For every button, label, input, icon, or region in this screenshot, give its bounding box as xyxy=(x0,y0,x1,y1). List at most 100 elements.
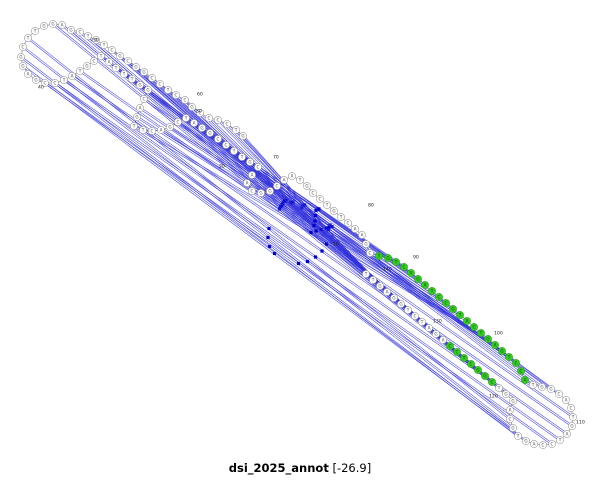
nucleotide-circle[interactable] xyxy=(196,109,204,117)
nucleotide-circle[interactable] xyxy=(32,76,40,84)
nucleotide-circle[interactable] xyxy=(136,104,144,112)
nucleotide-circle[interactable] xyxy=(397,300,405,308)
nucleotide-circle[interactable] xyxy=(530,440,538,448)
nucleotide-circle[interactable] xyxy=(230,147,238,155)
nucleotide-circle[interactable] xyxy=(296,176,304,184)
nucleotide-node[interactable]: C xyxy=(148,127,156,135)
nucleotide-circle[interactable] xyxy=(188,103,196,111)
nucleotide-circle-highlighted[interactable] xyxy=(498,347,506,355)
nucleotide-circle[interactable] xyxy=(509,397,517,405)
nucleotide-node[interactable]: G xyxy=(481,372,489,380)
nucleotide-circle[interactable] xyxy=(164,86,172,94)
nucleotide-node[interactable]: G xyxy=(188,103,196,111)
nucleotide-node[interactable]: G xyxy=(522,437,530,445)
nucleotide-node[interactable]: C xyxy=(124,57,132,65)
nucleotide-circle[interactable] xyxy=(569,413,577,421)
nucleotide-node[interactable]: C xyxy=(411,312,419,320)
nucleotide-circle[interactable] xyxy=(376,282,384,290)
nucleotide-node[interactable]: T xyxy=(230,147,238,155)
nucleotide-node[interactable]: G xyxy=(32,76,40,84)
nucleotide-circle[interactable] xyxy=(124,57,132,65)
nucleotide-node[interactable]: C xyxy=(344,219,352,227)
nucleotide-node[interactable]: T xyxy=(128,75,136,83)
nucleotide-circle[interactable] xyxy=(539,441,547,449)
nucleotide-node[interactable]: T xyxy=(120,70,128,78)
nucleotide-node[interactable]: T xyxy=(556,436,564,444)
nucleotide-circle[interactable] xyxy=(76,28,84,36)
nucleotide-node[interactable]: G xyxy=(136,81,144,89)
nucleotide-circle[interactable] xyxy=(83,62,91,70)
nucleotide-circle[interactable] xyxy=(133,113,141,121)
nucleotide-node[interactable]: G xyxy=(509,424,517,432)
nucleotide-circle[interactable] xyxy=(148,127,156,135)
nucleotide-circle[interactable] xyxy=(248,171,256,179)
nucleotide-node[interactable]: C xyxy=(181,96,189,104)
nucleotide-node[interactable]: T xyxy=(375,252,383,260)
nucleotide-node[interactable]: A xyxy=(421,281,429,289)
nucleotide-node[interactable]: G xyxy=(198,124,206,132)
nucleotide-circle-highlighted[interactable] xyxy=(517,367,525,375)
nucleotide-node[interactable]: C xyxy=(254,163,262,171)
nucleotide-circle[interactable] xyxy=(351,225,359,233)
nucleotide-circle[interactable] xyxy=(390,294,398,302)
nucleotide-circle-highlighted[interactable] xyxy=(467,360,475,368)
nucleotide-circle[interactable] xyxy=(548,440,556,448)
nucleotide-circle[interactable] xyxy=(68,72,76,80)
nucleotide-circle-highlighted[interactable] xyxy=(400,263,408,271)
nucleotide-node[interactable]: G xyxy=(330,207,338,215)
nucleotide-node[interactable]: G xyxy=(132,63,140,71)
nucleotide-circle[interactable] xyxy=(432,330,440,338)
nucleotide-circle[interactable] xyxy=(280,176,288,184)
nucleotide-circle[interactable] xyxy=(425,324,433,332)
nucleotide-node[interactable]: C xyxy=(156,80,164,88)
nucleotide-node[interactable]: G xyxy=(484,335,492,343)
nucleotide-node[interactable]: G xyxy=(397,300,405,308)
nucleotide-circle[interactable] xyxy=(411,312,419,320)
nucleotide-node[interactable]: C xyxy=(205,114,213,122)
nucleotide-circle[interactable] xyxy=(90,57,98,65)
nucleotide-circle-highlighted[interactable] xyxy=(421,281,429,289)
nucleotide-circle[interactable] xyxy=(157,126,165,134)
nucleotide-circle[interactable] xyxy=(132,63,140,71)
nucleotide-circle-highlighted[interactable] xyxy=(384,254,392,262)
nucleotide-node[interactable]: A xyxy=(58,21,66,29)
nucleotide-circle[interactable] xyxy=(266,187,274,195)
nucleotide-node[interactable]: A xyxy=(243,179,251,187)
nucleotide-node[interactable]: C xyxy=(435,293,443,301)
nucleotide-circle[interactable] xyxy=(506,415,514,423)
nucleotide-circle[interactable] xyxy=(502,390,510,398)
nucleotide-circle[interactable] xyxy=(246,158,254,166)
nucleotide-circle[interactable] xyxy=(206,129,214,137)
nucleotide-circle[interactable] xyxy=(257,189,265,197)
nucleotide-node[interactable]: G xyxy=(92,36,100,44)
nucleotide-circle[interactable] xyxy=(509,424,517,432)
nucleotide-circle-highlighted[interactable] xyxy=(470,323,478,331)
nucleotide-node[interactable]: C xyxy=(309,189,317,197)
nucleotide-node[interactable]: C xyxy=(172,91,180,99)
nucleotide-circle[interactable] xyxy=(166,123,174,131)
nucleotide-node[interactable]: T xyxy=(31,27,39,35)
nucleotide-node[interactable]: G xyxy=(67,26,75,34)
nucleotide-node[interactable]: T xyxy=(418,318,426,326)
nucleotide-node[interactable]: G xyxy=(384,254,392,262)
nucleotide-circle[interactable] xyxy=(214,135,222,143)
nucleotide-circle[interactable] xyxy=(522,437,530,445)
nucleotide-node[interactable]: T xyxy=(529,381,537,389)
nucleotide-circle[interactable] xyxy=(362,270,370,278)
nucleotide-node[interactable]: G xyxy=(257,189,265,197)
nucleotide-circle[interactable] xyxy=(76,67,84,75)
nucleotide-circle-highlighted[interactable] xyxy=(484,335,492,343)
nucleotide-circle[interactable] xyxy=(288,172,296,180)
nucleotide-node[interactable]: C xyxy=(366,249,374,257)
nucleotide-node[interactable]: C xyxy=(548,440,556,448)
nucleotide-circle[interactable] xyxy=(439,336,447,344)
nucleotide-circle[interactable] xyxy=(92,36,100,44)
nucleotide-circle[interactable] xyxy=(130,122,138,130)
nucleotide-node[interactable]: T xyxy=(84,32,92,40)
nucleotide-circle[interactable] xyxy=(568,422,576,430)
nucleotide-node[interactable]: A xyxy=(530,440,538,448)
nucleotide-circle-highlighted[interactable] xyxy=(463,317,471,325)
nucleotide-circle[interactable] xyxy=(60,76,68,84)
